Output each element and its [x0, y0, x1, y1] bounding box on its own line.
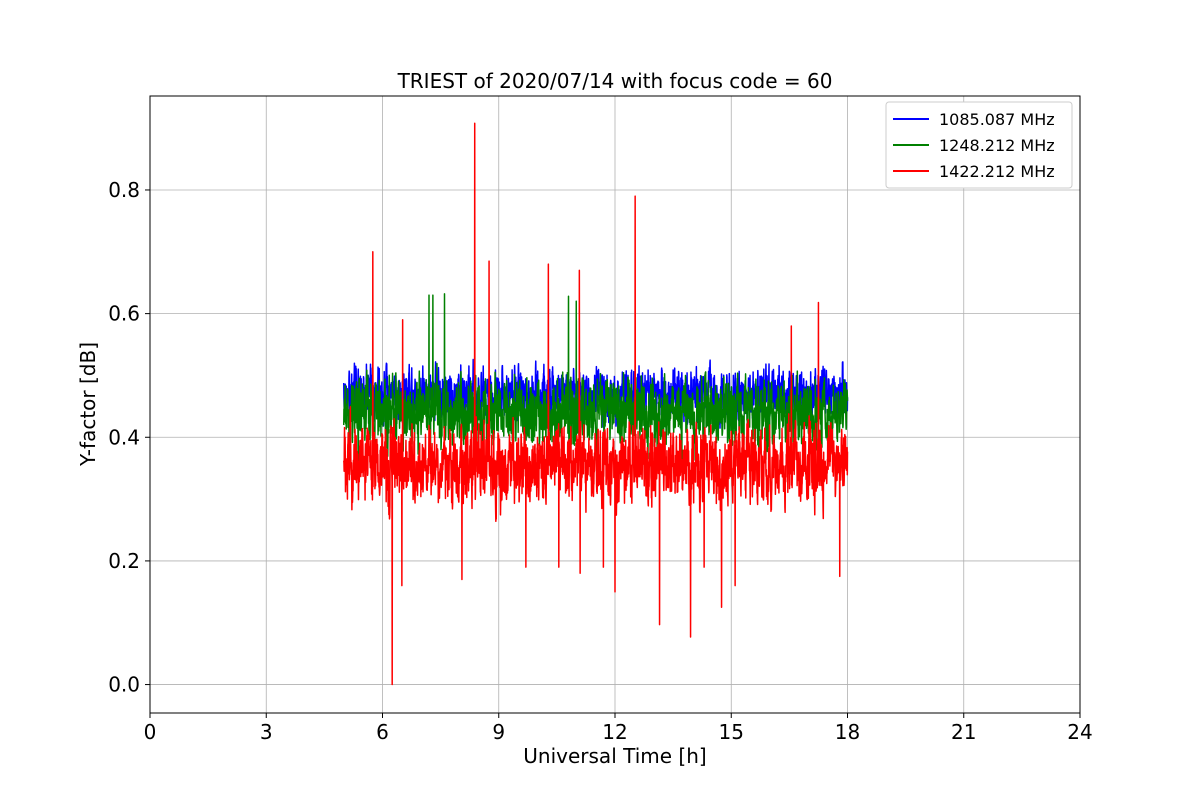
- chart-title: TRIEST of 2020/07/14 with focus code = 6…: [397, 69, 833, 93]
- legend-label-1: 1085.087 MHz: [939, 110, 1055, 129]
- legend-label-2: 1248.212 MHz: [939, 136, 1055, 155]
- x-tick-label: 6: [376, 720, 389, 744]
- ticks: 0 3 6 9 12 15 18 21 24 0.0 0.2 0.4 0.6 0.8: [108, 178, 1093, 744]
- series-line-3: [343, 122, 849, 686]
- x-tick-label: 15: [719, 720, 744, 744]
- x-tick-label: 21: [951, 720, 976, 744]
- y-tick-label: 0.2: [108, 549, 140, 573]
- y-tick-label: 0.0: [108, 673, 140, 697]
- legend-label-3: 1422.212 MHz: [939, 162, 1055, 181]
- x-tick-label: 12: [602, 720, 627, 744]
- x-axis-label: Universal Time [h]: [523, 744, 706, 768]
- x-tick-label: 3: [260, 720, 273, 744]
- y-tick-label: 0.8: [108, 178, 140, 202]
- x-tick-label: 9: [492, 720, 505, 744]
- x-tick-label: 24: [1067, 720, 1092, 744]
- x-tick-label: 0: [144, 720, 157, 744]
- y-tick-label: 0.4: [108, 425, 140, 449]
- series-line-2: [343, 293, 849, 464]
- legend-box: [885, 101, 1073, 189]
- y-tick-label: 0.6: [108, 302, 140, 326]
- y-axis-label: Y-factor [dB]: [76, 342, 100, 467]
- series-layer: [343, 122, 849, 686]
- legend: 1085.087 MHz 1248.212 MHz 1422.212 MHz: [885, 101, 1073, 189]
- x-tick-label: 18: [835, 720, 860, 744]
